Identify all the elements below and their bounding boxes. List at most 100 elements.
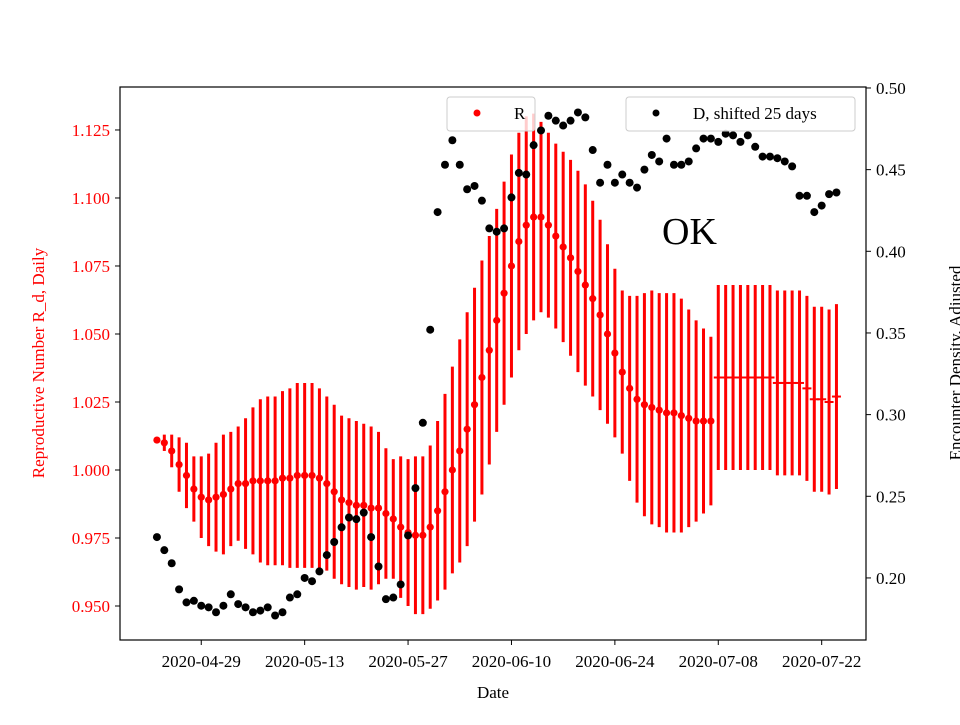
r-point — [581, 281, 589, 289]
d-point — [330, 538, 339, 547]
d-point — [234, 600, 243, 609]
d-point — [758, 152, 767, 161]
d-point — [832, 188, 841, 197]
left-y-tick-label: 0.975 — [72, 529, 110, 548]
r-point — [205, 496, 213, 504]
d-point — [241, 603, 250, 612]
d-point — [308, 577, 317, 586]
r-point — [219, 490, 228, 499]
d-point — [817, 201, 826, 210]
d-point — [610, 178, 619, 187]
r-point — [596, 311, 604, 319]
d-point — [426, 325, 435, 334]
x-tick-label: 2020-07-22 — [782, 652, 861, 671]
r-point — [227, 485, 235, 493]
legend-r-label: R — [514, 104, 526, 123]
left-y-tick-label: 1.075 — [72, 257, 110, 276]
r-point — [360, 501, 368, 509]
r-point — [352, 501, 360, 509]
r-point — [640, 401, 649, 409]
r-point — [345, 499, 353, 507]
r-point — [574, 267, 582, 276]
d-point — [507, 193, 516, 202]
d-point — [337, 523, 346, 532]
right-y-tick-label: 0.50 — [876, 79, 906, 98]
r-point — [655, 406, 663, 414]
r-series — [153, 113, 841, 615]
d-point — [640, 165, 649, 174]
r-point — [456, 447, 464, 455]
d-point — [677, 160, 686, 169]
left-y-axis: 0.950 0.975 1.000 1.025 1.050 1.075 1.100 1.125 — [72, 121, 120, 616]
d-point — [271, 611, 280, 620]
d-point — [655, 157, 664, 166]
r-point — [434, 507, 442, 515]
r-point — [367, 504, 375, 512]
r-point — [441, 488, 449, 496]
r-point — [308, 471, 316, 480]
r-point — [286, 474, 294, 482]
d-point — [396, 580, 405, 589]
d-point — [189, 596, 198, 605]
left-y-tick-label: 1.125 — [72, 121, 110, 140]
d-point — [477, 196, 486, 205]
r-point — [626, 384, 634, 392]
r-point — [507, 262, 516, 270]
r-point — [566, 254, 575, 262]
r-point — [707, 417, 715, 425]
x-tick-label: 2020-06-24 — [575, 652, 655, 671]
r-point — [677, 411, 685, 420]
r-point — [699, 417, 708, 425]
left-y-tick-label: 1.100 — [72, 189, 110, 208]
right-y-axis-label: Encounter Density, Adjusted — [946, 265, 960, 460]
x-tick-label: 2020-04-29 — [162, 652, 241, 671]
d-point — [588, 146, 597, 155]
d-point — [684, 157, 693, 166]
d-point — [463, 185, 472, 194]
d-point — [810, 208, 819, 217]
r-point — [478, 373, 486, 382]
r-point — [493, 316, 501, 324]
r-point — [337, 496, 346, 504]
d-point — [633, 183, 642, 192]
left-y-axis-label: Reproductive Number R_d, Daily — [29, 247, 48, 478]
d-point — [219, 601, 228, 610]
d-point — [514, 168, 523, 177]
right-y-tick-label: 0.40 — [876, 242, 906, 261]
legend-d: D, shifted 25 days — [625, 96, 856, 132]
d-point — [662, 134, 671, 143]
r-point — [301, 471, 309, 480]
d-point — [197, 601, 206, 610]
d-point — [175, 585, 184, 594]
d-point — [455, 160, 464, 169]
r-point — [382, 509, 390, 518]
right-y-axis: 0.20 0.25 0.30 0.35 0.40 0.45 0.50 — [866, 79, 906, 588]
r-point — [685, 414, 693, 422]
d-point — [418, 418, 427, 427]
d-point — [618, 170, 627, 179]
r-point — [264, 477, 272, 485]
r-point — [323, 479, 331, 488]
d-point — [603, 160, 612, 169]
r-point — [463, 425, 471, 433]
r-point — [448, 466, 456, 474]
d-point — [802, 191, 811, 200]
d-point — [404, 531, 413, 540]
d-point — [721, 129, 730, 138]
d-point — [448, 136, 457, 145]
r-point — [648, 403, 656, 412]
r-point — [153, 436, 161, 444]
r-point — [611, 349, 619, 357]
d-point — [226, 590, 235, 599]
d-point — [581, 113, 590, 122]
r-point — [389, 515, 397, 523]
d-point — [167, 559, 176, 568]
r-point — [190, 485, 198, 493]
d-point — [699, 134, 708, 143]
r-point — [500, 289, 508, 297]
d-point — [182, 598, 191, 607]
legend-d-marker — [652, 109, 660, 117]
left-y-tick-label: 1.050 — [72, 325, 110, 344]
d-point — [315, 567, 324, 576]
d-point — [433, 208, 442, 217]
